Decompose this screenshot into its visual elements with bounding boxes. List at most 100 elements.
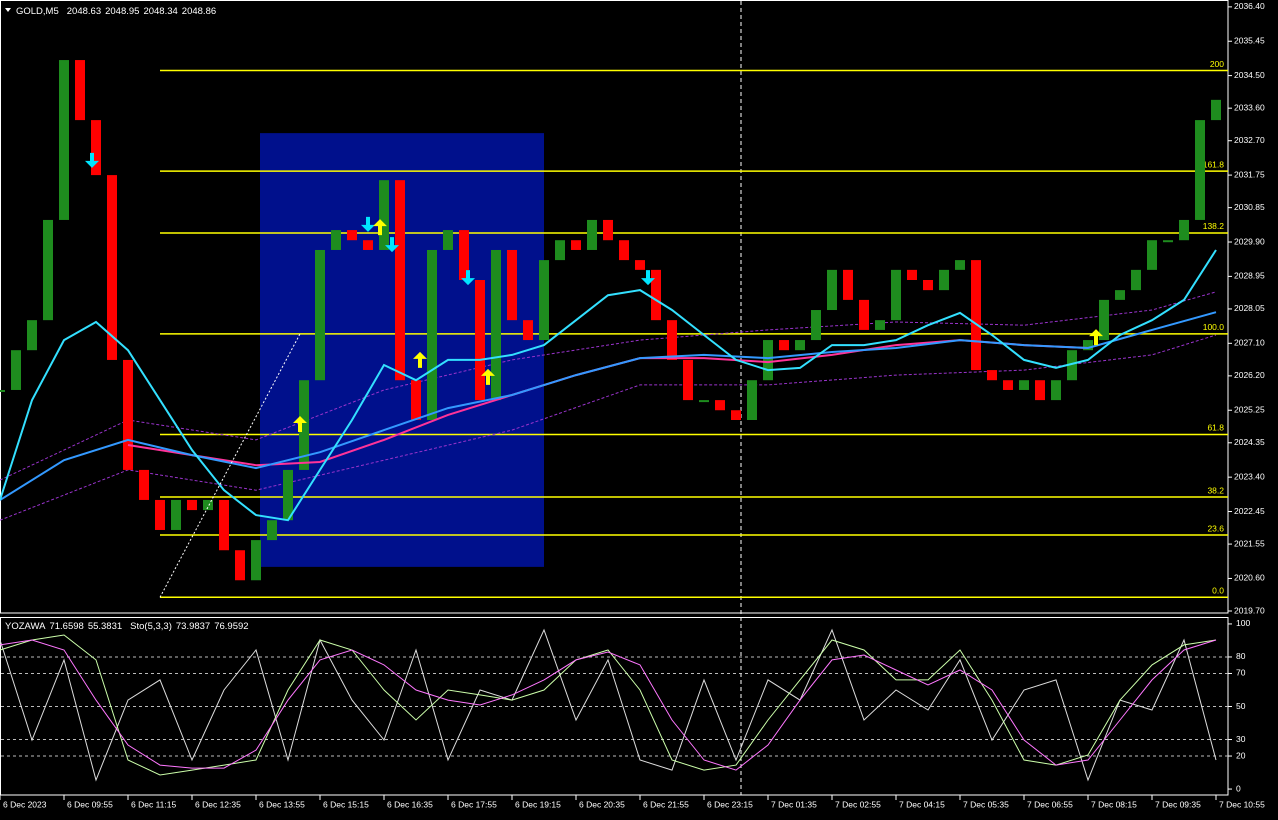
menu-triangle: [5, 8, 11, 12]
price-bar: [523, 320, 533, 341]
x-tick-label: 6 Dec 23:15: [707, 799, 753, 809]
x-tick-label: 7 Dec 06:55: [1027, 799, 1073, 809]
y-tick-label: 2026.20: [1234, 370, 1265, 380]
price-bar: [747, 380, 757, 421]
price-bar: [763, 340, 773, 381]
price-bar: [123, 359, 133, 470]
price-bar: [1083, 340, 1093, 351]
x-tick-label: 7 Dec 02:55: [835, 799, 881, 809]
price-bar: [843, 269, 853, 300]
x-tick-label: 6 Dec 09:55: [67, 799, 113, 809]
price-bar: [875, 320, 885, 330]
x-tick-label: 7 Dec 08:15: [1091, 799, 1137, 809]
price-bar: [299, 380, 309, 470]
price-bar: [1131, 269, 1141, 291]
y-tick-label: 70: [1236, 668, 1246, 678]
price-bar: [427, 249, 437, 421]
y-tick-label: 2025.25: [1234, 404, 1265, 414]
price-bar: [715, 400, 725, 411]
moving-average: [0, 311, 1217, 501]
price-bar: [171, 499, 181, 530]
oscillator-header: YOZAWA 71.6598 55.3831 Sto(5,3,3) 73.9837 76.…: [5, 621, 249, 632]
y-tick-label: 2030.85: [1234, 202, 1265, 212]
price-bar: [59, 60, 69, 220]
price-bar: [683, 359, 693, 401]
indicator-value: 73.9837: [176, 621, 210, 632]
price-bar: [667, 320, 677, 360]
price-bar: [923, 280, 933, 291]
y-tick-label: 2023.40: [1234, 471, 1265, 481]
quote-value: 2048.34: [143, 6, 177, 17]
fib-label: 38.2: [1207, 485, 1224, 495]
y-tick-label: 2031.75: [1234, 169, 1265, 179]
price-bar: [203, 499, 213, 511]
price-bar: [1115, 290, 1125, 300]
signal-arrow: [641, 270, 655, 286]
oscillator-line: [0, 634, 1217, 776]
y-tick-label: 2028.95: [1234, 271, 1265, 281]
signal-arrow: [1089, 329, 1103, 346]
oscillator-line: [0, 639, 1217, 771]
y-tick-label: 100: [1236, 618, 1250, 628]
price-bar: [955, 260, 965, 270]
price-bar: [107, 175, 117, 360]
x-tick-label: 6 Dec 2023: [3, 799, 47, 809]
y-tick-label: 2028.05: [1234, 303, 1265, 313]
x-tick-label: 7 Dec 10:55: [1219, 799, 1265, 809]
y-tick-label: 50: [1236, 701, 1246, 711]
price-bar: [555, 240, 565, 261]
price-bar: [1195, 120, 1205, 220]
x-tick-label: 6 Dec 12:35: [195, 799, 241, 809]
price-bar: [1067, 350, 1077, 381]
y-tick-label: 2020.60: [1234, 573, 1265, 583]
price-bar: [187, 499, 197, 511]
price-bar: [779, 340, 789, 351]
price-bar: [539, 260, 549, 341]
x-tick-label: 6 Dec 17:55: [451, 799, 497, 809]
price-bar: [347, 230, 357, 241]
trendline: [159, 333, 301, 598]
indicator-name: YOZAWA: [5, 621, 46, 632]
price-bar: [139, 469, 149, 500]
price-bar: [235, 550, 245, 581]
indicator-value: 76.9592: [214, 621, 248, 632]
price-bar: [75, 60, 85, 121]
x-tick-label: 6 Dec 15:15: [323, 799, 369, 809]
signal-arrow: [385, 237, 399, 253]
symbol: GOLD,M5: [16, 6, 59, 17]
x-tick-label: 6 Dec 20:35: [579, 799, 625, 809]
price-bar: [731, 410, 741, 421]
price-bar: [795, 340, 805, 351]
y-tick-label: 2032.70: [1234, 135, 1265, 145]
signal-arrow: [461, 270, 475, 286]
price-bar: [0, 389, 5, 392]
quote-value: 2048.63: [67, 6, 101, 17]
fib-label: 138.2: [1203, 221, 1225, 231]
x-tick-label: 6 Dec 19:15: [515, 799, 561, 809]
x-tick-label: 6 Dec 16:35: [387, 799, 433, 809]
y-tick-label: 80: [1236, 651, 1246, 661]
y-tick-label: 2036.40: [1234, 1, 1265, 11]
price-bar: [219, 499, 229, 551]
indicator-value: 55.3831: [88, 621, 122, 632]
price-bar: [459, 230, 469, 281]
price-bar: [491, 249, 501, 401]
price-bar: [1163, 240, 1173, 243]
x-tick-label: 7 Dec 01:35: [771, 799, 817, 809]
price-bar: [379, 180, 389, 250]
price-bar: [971, 260, 981, 371]
price-bar: [1035, 380, 1045, 401]
indicator-value: 71.6598: [49, 621, 83, 632]
y-tick-label: 2029.90: [1234, 236, 1265, 246]
price-bar: [363, 240, 373, 250]
signal-arrow: [413, 351, 427, 368]
price-bar: [283, 469, 293, 521]
signal-arrow: [85, 152, 99, 168]
price-bar: [27, 320, 37, 351]
y-tick-label: 2027.10: [1234, 338, 1265, 348]
x-tick-label: 6 Dec 21:55: [643, 799, 689, 809]
price-bar: [43, 219, 53, 321]
price-bar: [1147, 240, 1157, 270]
